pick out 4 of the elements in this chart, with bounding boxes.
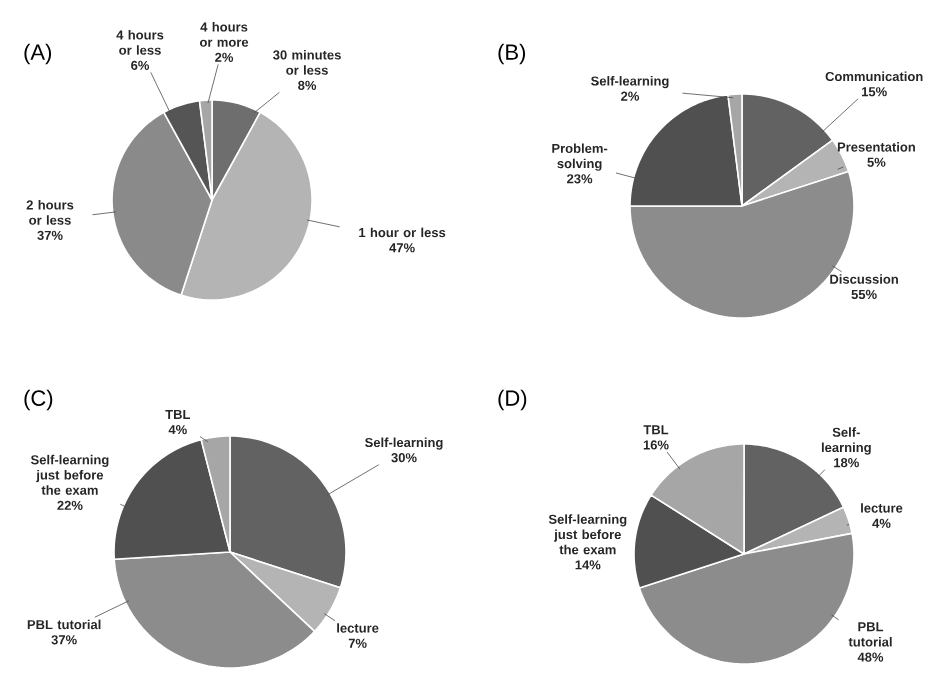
- chart-title: (D): [498, 389, 527, 411]
- chart-title: (B): [498, 43, 526, 65]
- chart-title: (C): [24, 389, 53, 411]
- text: (A): [24, 43, 52, 65]
